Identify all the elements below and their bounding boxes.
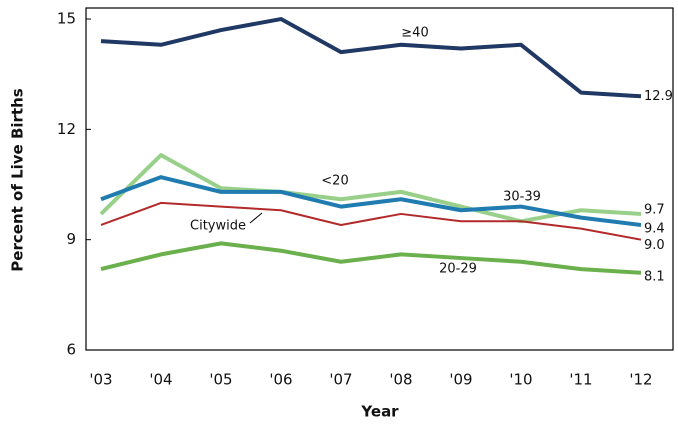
end-value-label: 9.7: [644, 202, 665, 217]
x-tick-label: '11: [569, 371, 592, 389]
x-axis-title: Year: [360, 403, 399, 421]
x-tick-label: '10: [509, 371, 532, 389]
series-line: [100, 241, 642, 275]
series-line: [100, 17, 642, 99]
series-label: Citywide: [190, 219, 246, 234]
plot-frame: [85, 7, 674, 351]
x-tick-label: '09: [449, 371, 472, 389]
leader-line: [249, 212, 263, 224]
series-label: <20: [321, 174, 348, 189]
end-value-label: 12.9: [644, 89, 673, 104]
series-label: 20-29: [439, 262, 477, 277]
series-line: [100, 201, 642, 241]
y-tick-label: 9: [66, 230, 76, 248]
x-tick-label: '12: [629, 371, 652, 389]
series-label: 30-39: [503, 190, 541, 205]
end-value-label: 8.1: [644, 269, 665, 284]
series-label: ≥40: [401, 26, 428, 41]
x-tick-label: '05: [209, 371, 232, 389]
end-value-label: 9.0: [644, 238, 665, 253]
x-tick-label: '07: [329, 371, 352, 389]
y-tick-label: 6: [66, 341, 76, 359]
y-tick-label: 15: [57, 10, 76, 28]
series-line: [100, 175, 642, 227]
x-tick-label: '08: [389, 371, 412, 389]
y-tick-label: 12: [57, 120, 76, 138]
x-tick-label: '04: [149, 371, 172, 389]
end-value-label: 9.4: [644, 221, 665, 236]
x-tick-label: '03: [89, 371, 112, 389]
x-tick-label: '06: [269, 371, 292, 389]
y-axis-title: Percent of Live Births: [9, 88, 27, 271]
series-line: [99, 153, 642, 224]
